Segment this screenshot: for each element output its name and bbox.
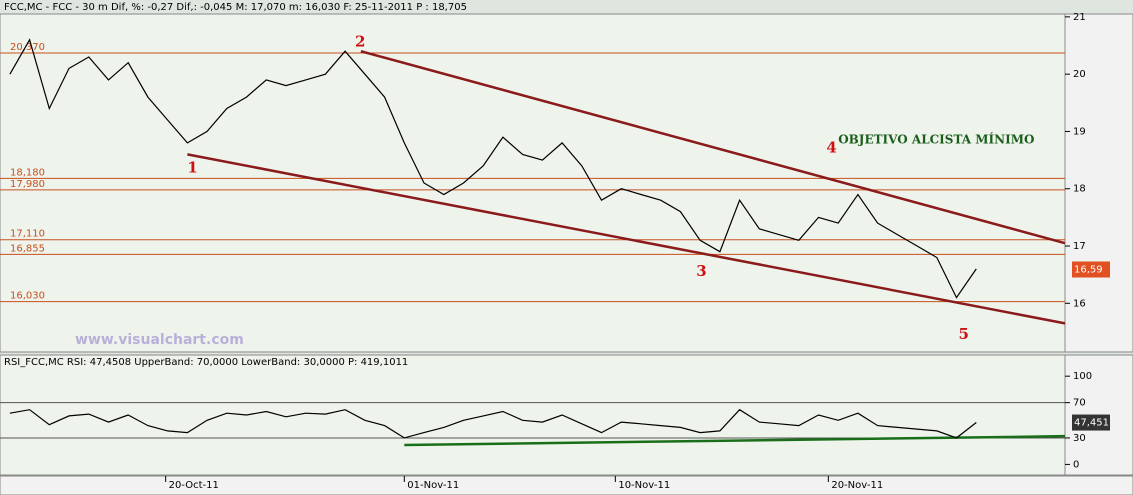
panel-title: FCC,MC - FCC - 30 m Dif, %: -0,27 Dif,: … xyxy=(4,2,467,13)
series-line xyxy=(9,408,977,439)
level-label: 17,110 xyxy=(10,229,45,240)
y-tick-label: 0 xyxy=(1073,459,1079,470)
series-line xyxy=(9,38,977,299)
x-axis-area xyxy=(0,475,1133,495)
y-tick-label: 16 xyxy=(1073,298,1086,309)
y-tick-label: 21 xyxy=(1073,12,1086,23)
watermark: www.visualchart.com xyxy=(75,332,244,348)
plot-area xyxy=(0,354,1066,476)
level-label: 18,180 xyxy=(10,167,45,178)
trend-line xyxy=(360,50,1066,245)
y-tick-label: 30 xyxy=(1073,433,1086,444)
y-tick-label: 19 xyxy=(1073,126,1086,137)
level-label: 17,980 xyxy=(10,179,45,190)
plot-area xyxy=(0,13,1066,353)
x-tick-label: 20-Nov-11 xyxy=(831,480,883,491)
annotation: 5 xyxy=(959,325,969,343)
y-tick-label: 100 xyxy=(1073,371,1092,382)
level-label: 20,370 xyxy=(10,42,45,53)
target-label: OBJETIVO ALCISTA MÍNIMO xyxy=(838,132,1034,147)
y-tick-label: 18 xyxy=(1073,184,1086,195)
x-tick-label: 01-Nov-11 xyxy=(407,480,459,491)
level-label: 16,030 xyxy=(10,291,45,302)
y-axis-area xyxy=(1064,13,1133,353)
level-label: 16,855 xyxy=(10,243,45,254)
annotation: 4 xyxy=(826,139,836,157)
y-tick-label: 70 xyxy=(1073,398,1086,409)
last-tag xyxy=(1072,261,1110,278)
annotation: 3 xyxy=(696,262,706,280)
x-tick-label: 10-Nov-11 xyxy=(618,480,670,491)
x-tick-label: 20-Oct-11 xyxy=(169,480,219,491)
annotation: 2 xyxy=(355,33,365,51)
last-label: 16,59 xyxy=(1074,265,1103,276)
last-label: 47,451 xyxy=(1074,418,1109,429)
annotation: 1 xyxy=(187,159,197,177)
panel-title: RSI_FCC,MC RSI: 47,4508 UpperBand: 70,00… xyxy=(4,357,408,368)
trend-line xyxy=(187,153,1066,325)
y-tick-label: 20 xyxy=(1073,69,1086,80)
last-tag xyxy=(1072,414,1110,431)
y-tick-label: 17 xyxy=(1073,241,1086,252)
